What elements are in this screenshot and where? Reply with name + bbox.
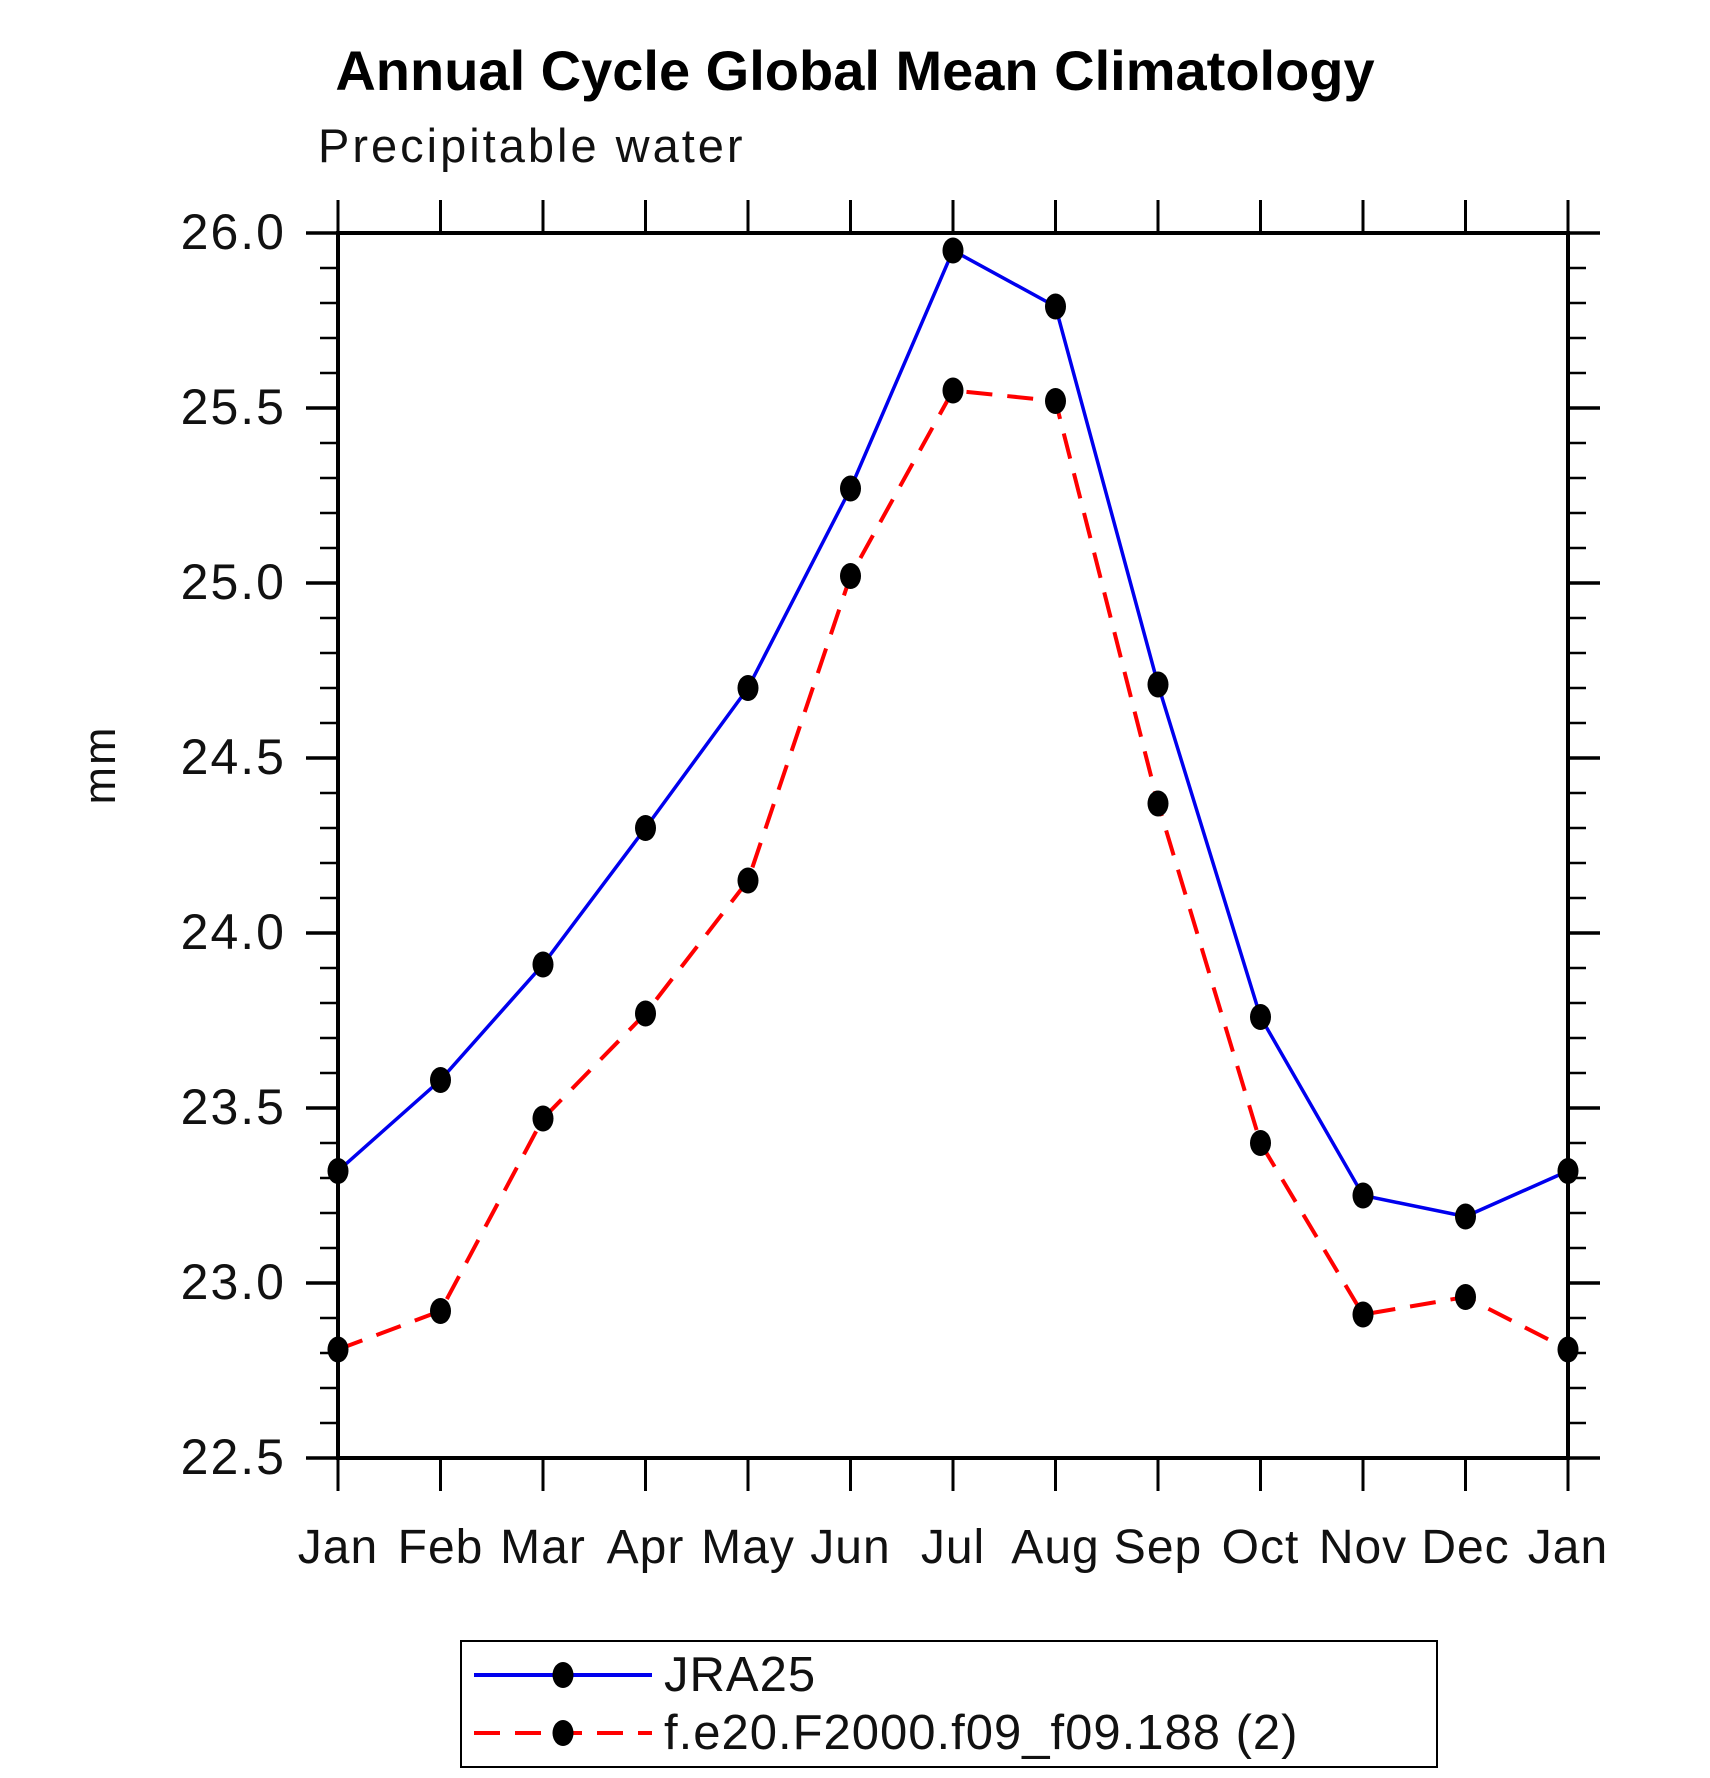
x-tick-label: Sep [1114,1521,1202,1574]
y-tick-label: 25.5 [181,379,286,435]
legend-label-jra25: JRA25 [664,1648,817,1702]
x-tick-label: May [701,1521,795,1574]
x-tick-label: Dec [1421,1521,1509,1574]
f-e20-f2000-f09-f09-188-2-data-point [1045,388,1066,414]
jra25-line-sample [474,1662,652,1688]
chart-title: Annual Cycle Global Mean Climatology [335,39,1375,102]
f-e20-f2000-f09-f09-188-2-data-point [942,377,964,404]
jra25-data-point [1045,293,1066,320]
jra25-data-point [737,675,759,701]
jra25-data-point [430,1067,451,1093]
y-tick-label: 22.5 [181,1429,286,1485]
f-e20-f2000-f09-f09-188-2-data-point [737,867,759,894]
jra25-data-point [532,951,554,978]
jra25-data-point [1455,1203,1476,1230]
model-marker-icon [552,1720,574,1746]
x-tick-label: Jun [810,1521,890,1574]
jra25-data-point [942,237,964,264]
f-e20-f2000-f09-f09-188-2-line [337,388,1569,1352]
jra25-marker-icon [552,1662,574,1688]
x-tick-label: Oct [1222,1521,1300,1574]
y-tick-label: 24.5 [181,729,286,785]
chart-subtitle: Precipitable water [318,119,746,172]
f-e20-f2000-f09-f09-188-2-data-point [1147,790,1169,817]
jra25-data-point [1352,1182,1374,1209]
jra25-data-point [327,1158,349,1184]
jra25-data-point [1147,671,1169,698]
legend: JRA25 f.e20.F2000.f09_f09.188 (2) [460,1640,1438,1768]
f-e20-f2000-f09-f09-188-2-data-point [1250,1130,1271,1156]
jra25-data-point [1250,1004,1271,1030]
f-e20-f2000-f09-f09-188-2-data-point [635,1000,656,1027]
x-tick-label: Feb [398,1521,484,1574]
y-tick-label: 25.0 [181,554,286,610]
y-tick-label: 24.0 [181,904,286,960]
jra25-data-point [635,815,656,841]
jra25-data-point [1557,1158,1579,1184]
jra25-data-point [840,475,861,502]
f-e20-f2000-f09-f09-188-2-data-point [1352,1301,1374,1328]
y-tick-label: 26.0 [181,204,286,260]
x-tick-label: Jan [1528,1521,1608,1574]
f-e20-f2000-f09-f09-188-2-data-point [1455,1284,1476,1310]
f-e20-f2000-f09-f09-188-2-data-point [840,563,861,589]
f-e20-f2000-f09-f09-188-2-data-point [327,1336,349,1363]
legend-label-model: f.e20.F2000.f09_f09.188 (2) [664,1706,1299,1760]
legend-item-model: f.e20.F2000.f09_f09.188 (2) [468,1705,1436,1761]
x-tick-label: Apr [607,1521,685,1574]
x-tick-label: Mar [500,1521,586,1574]
x-tick-label: Jan [298,1521,378,1574]
f-e20-f2000-f09-f09-188-2-data-point [1557,1336,1579,1363]
model-line-sample [474,1720,652,1746]
f-e20-f2000-f09-f09-188-2-data-point [430,1298,451,1324]
x-tick-label: Jul [921,1521,985,1574]
x-tick-label: Nov [1319,1521,1407,1574]
x-tick-label: Aug [1011,1521,1099,1574]
legend-item-jra25: JRA25 [468,1647,1436,1703]
f-e20-f2000-f09-f09-188-2-data-point [532,1105,554,1132]
plot-frame [336,231,1570,1460]
y-tick-label: 23.0 [181,1254,286,1310]
y-tick-label: 23.5 [181,1079,286,1135]
